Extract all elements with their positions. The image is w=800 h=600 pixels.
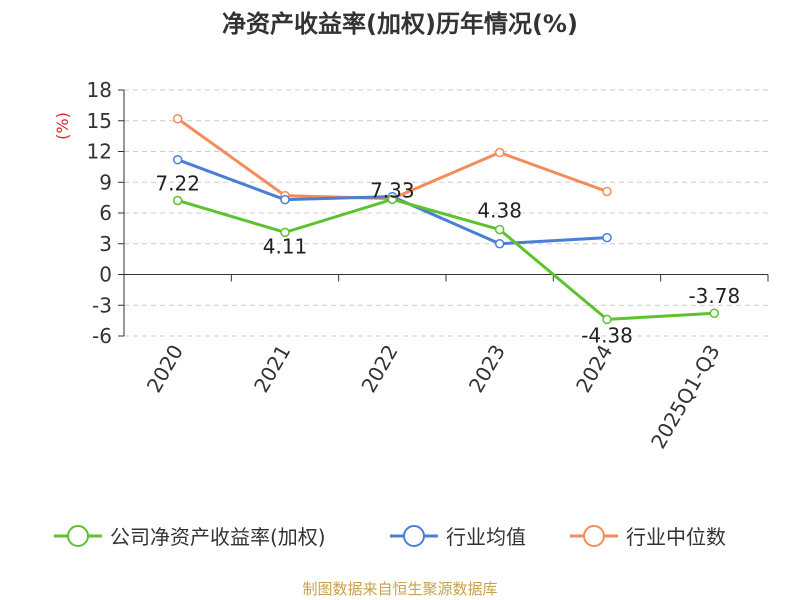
- y-tick-label: -3: [92, 293, 112, 317]
- y-tick-label: 9: [99, 170, 112, 194]
- data-point: [172, 154, 183, 165]
- legend-swatch-marker: [583, 525, 605, 547]
- legend-label: 公司净资产收益率(加权): [110, 525, 326, 549]
- source-note: 制图数据来自恒生聚源数据库: [302, 580, 498, 598]
- data-point: [709, 308, 720, 318]
- series-lines: [172, 113, 720, 325]
- y-tick-label: 0: [99, 263, 112, 287]
- y-tick-label: 18: [87, 78, 112, 102]
- data-label: 4.38: [477, 199, 522, 223]
- data-point: [494, 239, 505, 249]
- data-point: [387, 194, 398, 205]
- data-point: [602, 232, 612, 243]
- data-point: [494, 224, 505, 235]
- legend-swatch-marker: [403, 525, 425, 547]
- data-label: 4.11: [263, 234, 308, 258]
- y-axis-label: (%): [53, 112, 72, 140]
- x-tick-label: 2022: [356, 341, 402, 397]
- legend-swatch-marker: [67, 525, 89, 547]
- x-tick-label: 2023: [464, 340, 510, 396]
- data-point: [280, 227, 290, 238]
- data-point: [280, 194, 290, 205]
- x-tick-label: 2021: [249, 341, 295, 397]
- data-point: [172, 113, 183, 124]
- y-tick-label: 12: [87, 140, 112, 164]
- data-label: -4.38: [581, 323, 633, 347]
- y-tick-label: -6: [92, 324, 112, 348]
- axes: 18 15 12 9 6 3 0 -3 -6 2020 2021 2022 2023 2024 2025Q1…: [53, 78, 769, 453]
- legend-label: 行业中位数: [626, 525, 726, 549]
- data-label: 7.33: [370, 178, 415, 202]
- y-tick-label: 3: [99, 232, 112, 256]
- data-label: -3.78: [688, 284, 740, 308]
- x-tick-label: 2020: [142, 341, 188, 397]
- data-label: 7.22: [155, 171, 200, 195]
- x-tick-label: 2025Q1-Q3: [646, 341, 725, 453]
- x-tick-label: 2024: [571, 341, 617, 397]
- data-point: [602, 314, 612, 325]
- data-labels: 7.22 4.11 7.33 4.38 -4.38 -3.78: [155, 171, 740, 347]
- y-tick-label: 6: [99, 201, 112, 225]
- data-point: [172, 195, 183, 206]
- data-point: [602, 186, 612, 197]
- data-point: [494, 147, 505, 158]
- legend-label: 行业均值: [446, 525, 526, 549]
- legend: 公司净资产收益率(加权) 行业均值 行业中位数: [54, 525, 726, 549]
- series-line: [177, 197, 715, 321]
- chart-title: 净资产收益率(加权)历年情况(%): [222, 10, 578, 38]
- y-tick-label: 15: [87, 109, 112, 133]
